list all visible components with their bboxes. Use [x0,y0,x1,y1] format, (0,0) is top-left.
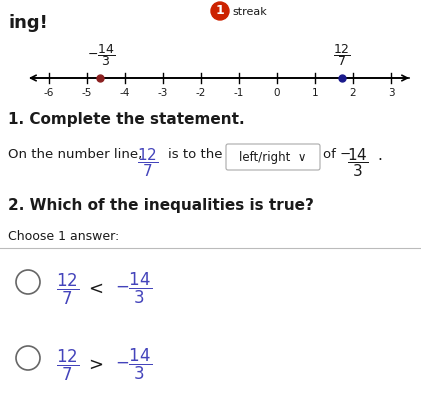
Text: A: A [24,277,32,287]
Text: $-\dfrac{14}{3}$: $-\dfrac{14}{3}$ [88,42,116,68]
Text: $\dfrac{12}{7}$: $\dfrac{12}{7}$ [137,146,159,179]
Text: -5: -5 [82,88,92,98]
Text: 0: 0 [274,88,280,98]
Text: ing!: ing! [8,14,48,32]
Text: $\dfrac{12}{7}$: $\dfrac{12}{7}$ [56,272,80,307]
Text: 1. Complete the statement.: 1. Complete the statement. [8,112,245,127]
Circle shape [211,2,229,20]
Text: 2. Which of the inequalities is true?: 2. Which of the inequalities is true? [8,198,314,213]
Text: $\dfrac{12}{7}$: $\dfrac{12}{7}$ [56,348,80,383]
Text: $\dfrac{14}{3}$: $\dfrac{14}{3}$ [347,146,369,179]
Text: is to the: is to the [168,148,223,161]
Text: 1: 1 [312,88,318,98]
Text: >: > [88,356,104,374]
Text: Choose 1 answer:: Choose 1 answer: [8,230,119,243]
Text: -1: -1 [234,88,244,98]
Text: On the number line,: On the number line, [8,148,142,161]
FancyBboxPatch shape [226,144,320,170]
Text: .: . [377,148,382,163]
Text: streak: streak [232,7,267,17]
Text: $-\dfrac{14}{3}$: $-\dfrac{14}{3}$ [115,271,152,306]
Text: -6: -6 [44,88,54,98]
Text: $-\dfrac{14}{3}$: $-\dfrac{14}{3}$ [115,347,152,382]
Text: -4: -4 [120,88,130,98]
Text: -3: -3 [158,88,168,98]
Text: -2: -2 [196,88,206,98]
Text: 3: 3 [388,88,394,98]
Text: B: B [24,353,32,363]
Text: left/right  ∨: left/right ∨ [239,150,307,163]
Circle shape [16,346,40,370]
Text: 2: 2 [350,88,356,98]
Text: $\dfrac{12}{7}$: $\dfrac{12}{7}$ [333,42,351,68]
Circle shape [16,270,40,294]
Text: 1: 1 [216,5,224,18]
Text: of −: of − [323,148,351,161]
Text: <: < [88,280,104,298]
